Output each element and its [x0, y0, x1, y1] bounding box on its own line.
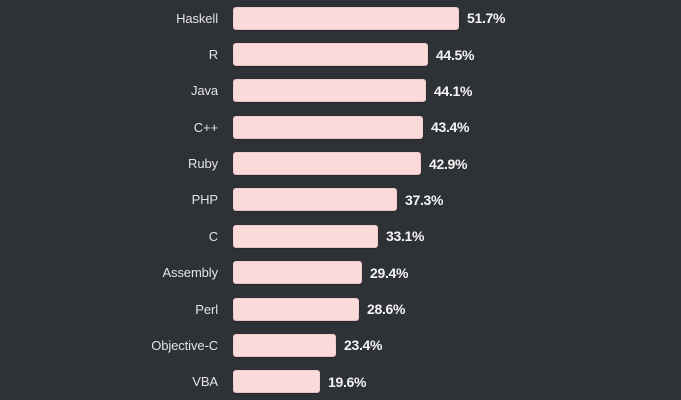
category-label: Assembly — [162, 265, 218, 281]
value-label: 44.1% — [434, 82, 473, 99]
bar — [233, 297, 359, 321]
bar-area: 33.1% — [233, 224, 681, 248]
chart-row: R 44.5% — [0, 36, 681, 72]
bar-area: 37.3% — [233, 188, 681, 212]
bar — [233, 370, 320, 394]
chart-row: C 33.1% — [0, 218, 681, 254]
chart-row: Java 44.1% — [0, 73, 681, 109]
value-label: 23.4% — [344, 337, 383, 354]
chart-row: VBA 19.6% — [0, 364, 681, 400]
bar — [233, 333, 336, 357]
bar-area: 44.1% — [233, 79, 681, 103]
category-label: Objective-C — [151, 337, 218, 353]
category-label: R — [208, 47, 218, 63]
value-label: 28.6% — [367, 301, 406, 318]
bar-area: 19.6% — [233, 370, 681, 394]
category-label: Java — [190, 83, 218, 99]
bar — [233, 261, 362, 285]
category-label: C++ — [193, 119, 218, 135]
chart-row: Objective-C 23.4% — [0, 327, 681, 363]
bar-area: 43.4% — [233, 115, 681, 139]
value-label: 19.6% — [328, 373, 367, 390]
value-label: 42.9% — [429, 155, 468, 172]
bar-area: 29.4% — [233, 261, 681, 285]
bar — [233, 6, 459, 30]
bar — [233, 115, 423, 139]
bar-area: 51.7% — [233, 6, 681, 30]
bar-area: 44.5% — [233, 43, 681, 67]
value-label: 33.1% — [386, 228, 425, 245]
chart-row: Haskell 51.7% — [0, 0, 681, 36]
chart-row: C++ 43.4% — [0, 109, 681, 145]
bar-area: 42.9% — [233, 152, 681, 176]
category-label: Ruby — [188, 156, 218, 172]
bar — [233, 79, 426, 103]
category-label: Haskell — [176, 10, 218, 26]
category-label: PHP — [191, 192, 219, 208]
category-label: VBA — [192, 374, 218, 390]
value-label: 37.3% — [405, 191, 444, 208]
value-label: 44.5% — [436, 46, 475, 63]
chart-row: PHP 37.3% — [0, 182, 681, 218]
bar-area: 28.6% — [233, 297, 681, 321]
chart-row: Ruby 42.9% — [0, 145, 681, 181]
value-label: 51.7% — [467, 10, 506, 27]
value-label: 43.4% — [431, 119, 470, 136]
bar — [233, 224, 378, 248]
value-label: 29.4% — [370, 264, 409, 281]
bar — [233, 188, 397, 212]
bar — [233, 43, 428, 67]
chart-row: Assembly 29.4% — [0, 255, 681, 291]
bar — [233, 152, 421, 176]
category-label: Perl — [195, 301, 218, 317]
bar-area: 23.4% — [233, 333, 681, 357]
chart-row: Perl 28.6% — [0, 291, 681, 327]
category-label: C — [208, 228, 218, 244]
